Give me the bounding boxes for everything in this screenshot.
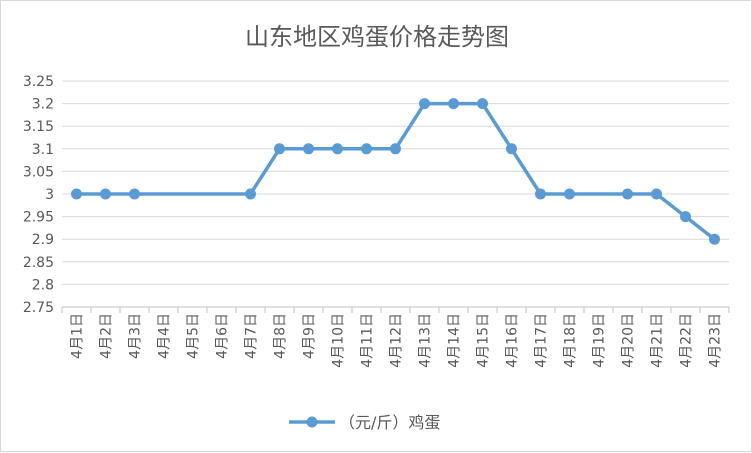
- data-point: [709, 233, 720, 245]
- x-tick-label: 4月23日: [708, 313, 724, 368]
- y-tick-label: 3: [45, 187, 54, 203]
- x-tick-label: 4月4日: [157, 313, 173, 359]
- x-tick-label: 4月16日: [505, 313, 521, 368]
- x-tick-label: 4月18日: [563, 313, 579, 368]
- x-tick-label: 4月15日: [476, 313, 492, 368]
- data-point: [448, 98, 459, 110]
- x-tick-label: 4月10日: [331, 313, 347, 368]
- y-tick-label: 3.05: [23, 164, 54, 180]
- x-tick-label: 4月22日: [679, 313, 695, 368]
- x-tick-label: 4月12日: [389, 313, 405, 368]
- data-point: [71, 188, 82, 200]
- data-point: [274, 143, 285, 155]
- x-tick-label: 4月6日: [215, 313, 231, 359]
- data-point: [100, 188, 111, 200]
- data-point: [390, 143, 401, 155]
- data-point: [506, 143, 517, 155]
- data-point: [303, 143, 314, 155]
- data-point: [129, 188, 140, 200]
- data-point: [419, 98, 430, 110]
- y-tick-label: 2.85: [23, 255, 54, 271]
- y-tick-label: 3.15: [23, 119, 54, 135]
- y-tick-label: 2.9: [32, 232, 54, 248]
- series-layer: [71, 98, 720, 245]
- y-tick-label: 2.75: [23, 300, 54, 316]
- x-tick-label: 4月14日: [447, 313, 463, 368]
- y-tick-label: 3.1: [32, 142, 54, 158]
- legend-marker-swatch: [306, 416, 318, 428]
- x-tick-label: 4月17日: [534, 313, 550, 368]
- x-tick-label: 4月21日: [650, 313, 666, 368]
- x-tick-label: 4月5日: [186, 313, 202, 359]
- x-tick-label: 4月2日: [99, 313, 115, 359]
- chart-title: 山东地区鸡蛋价格走势图: [245, 23, 509, 51]
- x-tick-label: 4月19日: [592, 313, 608, 368]
- data-point: [651, 188, 662, 200]
- x-tick-label: 4月20日: [621, 313, 637, 368]
- x-tick-label: 4月7日: [244, 313, 260, 359]
- y-axis: 2.75 2.8 2.85 2.9 2.95 3 3.05 3.1 3.15 3.2 3.25: [23, 74, 54, 316]
- x-tick-label: 4月8日: [273, 313, 289, 359]
- x-tick-label: 4月11日: [360, 313, 376, 368]
- data-point: [564, 188, 575, 200]
- legend: （元/斤）鸡蛋: [289, 413, 440, 432]
- y-tick-label: 2.95: [23, 210, 54, 226]
- legend-label: （元/斤）鸡蛋: [339, 413, 440, 432]
- data-point: [622, 188, 633, 200]
- y-tick-label: 3.25: [23, 74, 54, 90]
- data-point: [332, 143, 343, 155]
- data-point: [477, 98, 488, 110]
- data-point: [680, 211, 691, 223]
- data-point: [361, 143, 372, 155]
- data-point: [535, 188, 546, 200]
- x-axis: 4月1日 4月2日 4月3日 4月4日 4月5日 4月6日 4月7日 4月8日 4月9日 4月10…: [61, 306, 730, 368]
- x-tick-label: 4月3日: [128, 313, 144, 359]
- data-point: [245, 188, 256, 200]
- x-tick-label: 4月1日: [70, 313, 86, 359]
- y-tick-label: 3.2: [32, 97, 54, 113]
- x-tick-label: 4月9日: [302, 313, 318, 359]
- y-tick-label: 2.8: [32, 277, 54, 293]
- x-tick-label: 4月13日: [418, 313, 434, 368]
